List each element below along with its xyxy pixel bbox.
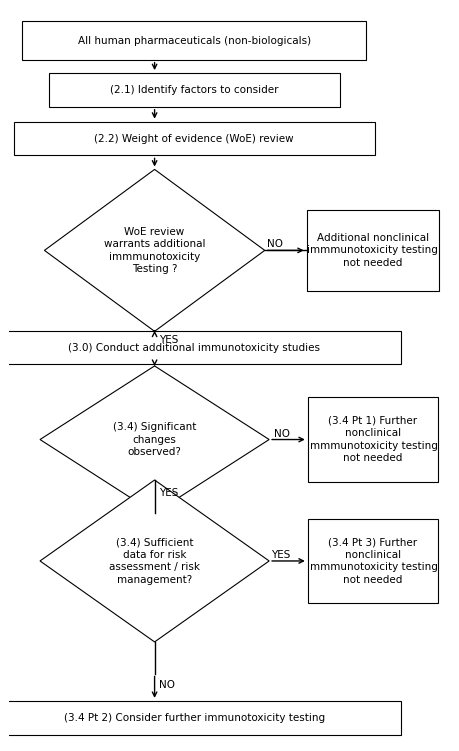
Text: (3.4 Pt 1) Further
nonclinical
immmunotoxicity testing
not needed: (3.4 Pt 1) Further nonclinical immmunoto… <box>307 416 438 463</box>
Text: WoE review
warrants additional
immmunotoxicity
Testing ?: WoE review warrants additional immmunoto… <box>104 227 205 274</box>
Text: (3.0) Conduct additional immunotoxicity studies: (3.0) Conduct additional immunotoxicity … <box>68 342 320 352</box>
Text: YES: YES <box>159 335 179 345</box>
Text: (3.4 Pt 3) Further
nonclinical
immmunotoxicity testing
not needed: (3.4 Pt 3) Further nonclinical immmunoto… <box>307 538 438 584</box>
FancyBboxPatch shape <box>22 22 366 60</box>
Text: (3.4 Pt 2) Consider further immunotoxicity testing: (3.4 Pt 2) Consider further immunotoxici… <box>64 713 325 722</box>
Text: (2.2) Weight of evidence (WoE) review: (2.2) Weight of evidence (WoE) review <box>95 134 294 143</box>
FancyBboxPatch shape <box>308 397 438 482</box>
Text: (3.4) Significant
changes
observed?: (3.4) Significant changes observed? <box>113 422 196 457</box>
Text: NO: NO <box>274 429 290 439</box>
FancyBboxPatch shape <box>14 122 375 155</box>
FancyBboxPatch shape <box>307 210 439 291</box>
Text: NO: NO <box>267 240 283 249</box>
Text: Additional nonclinical
immmunotoxicity testing
not needed: Additional nonclinical immmunotoxicity t… <box>307 233 438 268</box>
FancyBboxPatch shape <box>0 701 401 734</box>
Text: YES: YES <box>159 488 179 498</box>
Text: (3.4) Sufficient
data for risk
assessment / risk
management?: (3.4) Sufficient data for risk assessmen… <box>109 538 200 584</box>
Text: NO: NO <box>159 680 175 689</box>
FancyBboxPatch shape <box>49 73 340 107</box>
Text: (2.1) Identify factors to consider: (2.1) Identify factors to consider <box>110 85 279 95</box>
Text: YES: YES <box>271 550 291 560</box>
Polygon shape <box>45 170 265 331</box>
Text: All human pharmaceuticals (non-biologicals): All human pharmaceuticals (non-biologica… <box>78 35 311 46</box>
Polygon shape <box>40 480 269 642</box>
FancyBboxPatch shape <box>308 519 438 603</box>
FancyBboxPatch shape <box>0 330 401 364</box>
Polygon shape <box>40 366 269 513</box>
